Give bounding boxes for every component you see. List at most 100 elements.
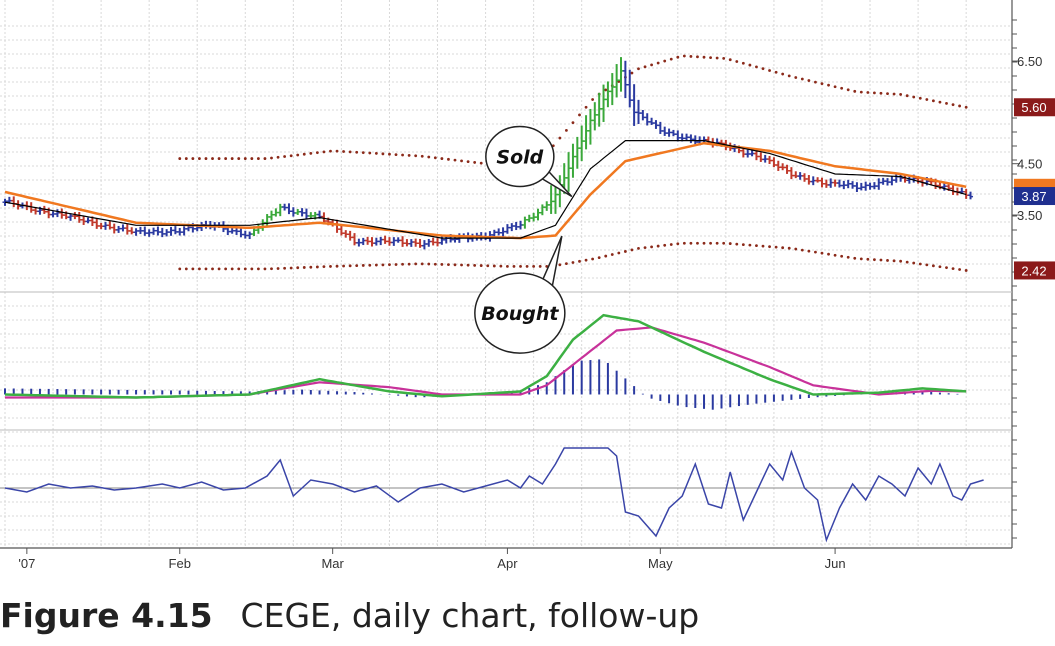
envelope-lower-dot (453, 263, 457, 267)
envelope-lower-dot (696, 241, 699, 245)
envelope-upper-dot (696, 55, 699, 59)
envelope-lower-dot (840, 254, 844, 258)
envelope-lower-dot (427, 262, 431, 266)
envelope-upper-dot (918, 96, 922, 100)
envelope-upper-dot (774, 70, 778, 74)
price-tag (1014, 187, 1055, 206)
envelope-lower-dot (309, 265, 313, 269)
envelope-lower-dot (637, 246, 640, 250)
envelope-upper-dot (912, 95, 916, 99)
envelope-upper-dot (368, 151, 372, 155)
envelope-lower-dot (886, 259, 889, 262)
envelope-lower-dot (735, 242, 739, 246)
envelope-upper-dot (237, 157, 241, 160)
figure-number: Figure 4.15 (0, 596, 213, 635)
envelope-upper-dot (866, 91, 870, 94)
envelope-lower-dot (643, 246, 647, 250)
envelope-lower-dot (899, 259, 903, 263)
envelope-lower-dot (853, 256, 857, 260)
envelope-lower-dot (486, 264, 490, 268)
envelope-upper-dot (401, 153, 404, 157)
envelope-upper-dot (768, 69, 771, 72)
y-tick-label: 4.50 (1017, 157, 1042, 172)
envelope-upper-dot (781, 72, 785, 76)
bought-callout-label: Bought (481, 303, 559, 325)
envelope-upper-dot (840, 86, 844, 90)
envelope-lower-dot (322, 265, 326, 269)
price-tag (1014, 98, 1055, 117)
envelope-lower-dot (479, 264, 483, 267)
macd-panel (4, 313, 967, 410)
envelope-lower-dot (748, 243, 752, 247)
envelope-lower-dot (374, 263, 378, 267)
x-tick-label: Jun (825, 556, 846, 571)
envelope-upper-dot (676, 55, 680, 59)
envelope-lower-dot (473, 263, 477, 267)
envelope-upper-dot (859, 90, 863, 94)
envelope-lower-dot (833, 253, 837, 257)
envelope-upper-dot (643, 65, 647, 69)
envelope-lower-dot (663, 243, 667, 247)
envelope-lower-dot (276, 267, 280, 270)
envelope-upper-dot (951, 103, 955, 107)
envelope-lower-dot (774, 245, 778, 249)
x-tick-label: Feb (169, 556, 191, 571)
envelope-lower-dot (617, 251, 621, 255)
envelope-lower-dot (800, 248, 804, 252)
envelope-upper-dot (322, 150, 326, 154)
envelope-lower-dot (807, 249, 811, 253)
envelope-upper-dot (794, 76, 798, 79)
envelope-upper-dot (728, 58, 732, 62)
envelope-lower-dot (407, 262, 411, 266)
envelope-lower-dot (302, 266, 306, 269)
envelope-lower-dot (781, 246, 785, 250)
envelope-lower-dot (211, 267, 214, 271)
envelope-lower-dot (532, 264, 536, 268)
envelope-lower-dot (905, 260, 909, 264)
figure-title: CEGE, daily chart, follow-up (240, 596, 700, 635)
envelope-lower-dot (892, 259, 896, 263)
envelope-upper-dot (892, 92, 896, 96)
envelope-lower-dot (296, 266, 300, 270)
envelope-lower-dot (591, 257, 595, 261)
envelope-lower-dot (873, 258, 876, 262)
envelope-upper-dot (669, 57, 673, 61)
envelope-lower-dot (361, 264, 365, 267)
envelope-upper-dot (814, 80, 817, 84)
envelope-lower-dot (715, 241, 719, 245)
envelope-lower-dot (224, 267, 228, 271)
x-tick-label: Mar (321, 556, 344, 571)
envelope-lower-dot (178, 267, 182, 271)
price-tag-label: 2.42 (1021, 263, 1046, 278)
envelope-lower-dot (204, 267, 208, 271)
envelope-upper-dot (886, 92, 889, 96)
envelope-lower-dot (827, 252, 830, 256)
envelope-upper-dot (722, 56, 726, 60)
envelope-upper-dot (879, 91, 883, 95)
x-tick-label: Apr (497, 556, 518, 571)
envelope-upper-dot (198, 157, 201, 160)
price-tag-label: 5.60 (1021, 100, 1046, 115)
envelope-lower-dot (859, 257, 863, 261)
ema-fast-line (4, 140, 967, 239)
envelope-lower-dot (571, 261, 575, 264)
envelope-lower-dot (289, 266, 293, 270)
envelope-lower-dot (348, 264, 352, 268)
envelope-lower-dot (191, 267, 195, 271)
envelope-lower-dot (604, 254, 608, 258)
envelope-upper-dot (735, 60, 739, 63)
grid-lines (0, 0, 1012, 548)
envelope-upper-dot (702, 55, 706, 59)
envelope-upper-dot (964, 105, 968, 109)
envelope-lower-dot (315, 265, 319, 269)
envelope-lower-dot (237, 267, 241, 271)
envelope-lower-dot (394, 263, 398, 266)
callout-bubble (474, 272, 566, 354)
envelope-upper-dot (440, 157, 444, 160)
envelope-upper-dot (578, 113, 581, 117)
envelope-upper-dot (846, 88, 850, 92)
envelope-lower-dot (912, 261, 916, 265)
envelope-upper-dot (329, 149, 332, 153)
envelope-upper-dot (178, 157, 182, 160)
envelope-upper-dot (447, 157, 450, 161)
